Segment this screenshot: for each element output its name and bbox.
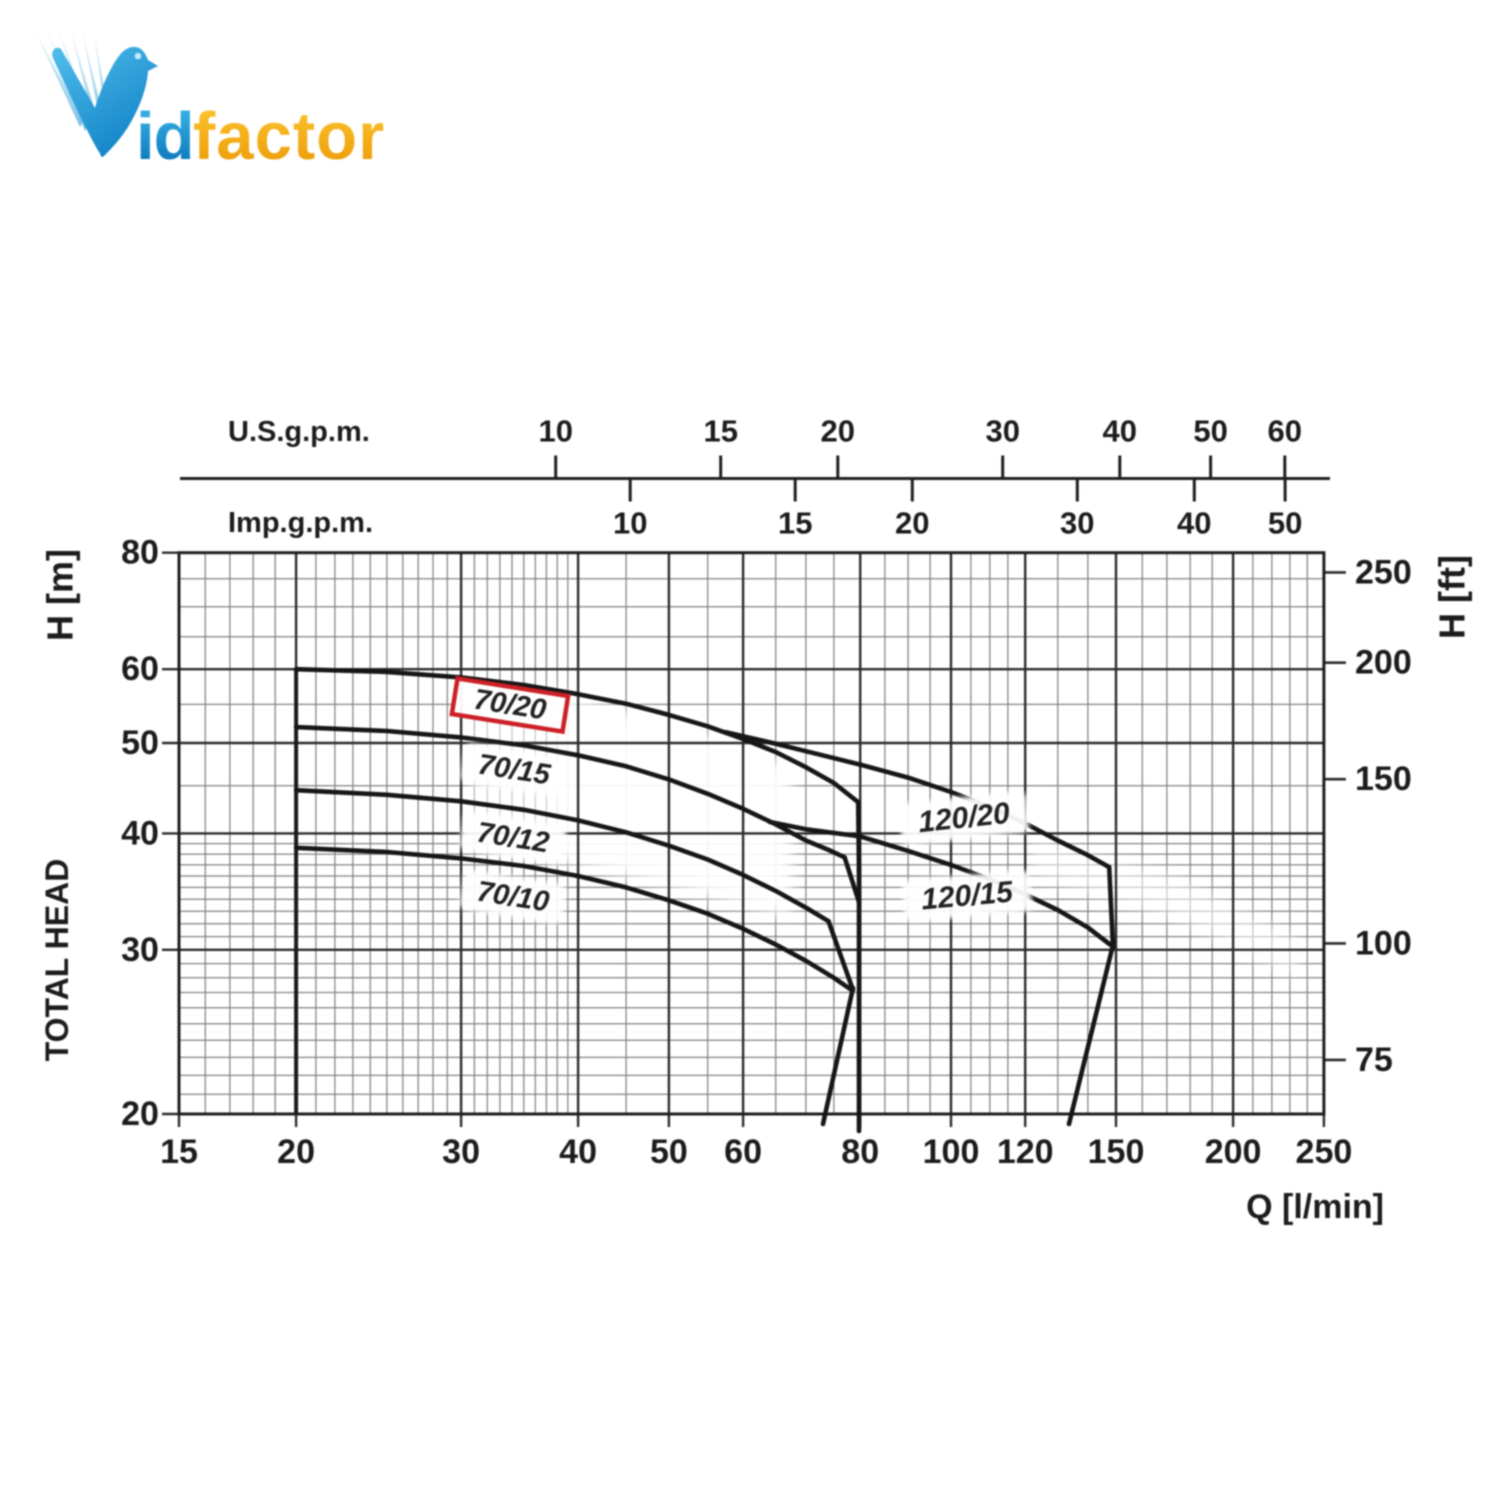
svg-text:30: 30	[985, 414, 1019, 449]
svg-text:30: 30	[442, 1133, 480, 1171]
svg-text:75: 75	[1355, 1041, 1393, 1079]
svg-text:200: 200	[1355, 644, 1412, 682]
svg-text:40: 40	[1177, 506, 1211, 541]
svg-text:factor: factor	[193, 99, 385, 174]
svg-text:50: 50	[121, 724, 159, 762]
svg-text:40: 40	[559, 1133, 597, 1171]
svg-text:60: 60	[1268, 414, 1302, 449]
svg-text:40: 40	[1103, 414, 1137, 449]
svg-text:200: 200	[1205, 1133, 1262, 1171]
svg-text:H [ft]: H [ft]	[1432, 555, 1473, 639]
svg-text:120/15: 120/15	[920, 875, 1016, 916]
svg-text:60: 60	[724, 1133, 762, 1171]
svg-text:15: 15	[703, 414, 737, 449]
svg-text:80: 80	[121, 534, 159, 572]
svg-text:250: 250	[1296, 1133, 1353, 1171]
svg-text:H [m]: H [m]	[40, 549, 81, 641]
svg-text:80: 80	[841, 1133, 879, 1171]
svg-text:50: 50	[1193, 414, 1227, 449]
svg-text:20: 20	[277, 1133, 315, 1171]
svg-text:150: 150	[1355, 760, 1412, 798]
svg-text:100: 100	[923, 1133, 980, 1171]
svg-text:TOTAL HEAD: TOTAL HEAD	[39, 859, 75, 1062]
svg-text:15: 15	[160, 1133, 198, 1171]
svg-text:60: 60	[121, 650, 159, 688]
svg-text:250: 250	[1355, 553, 1412, 591]
svg-text:150: 150	[1088, 1133, 1145, 1171]
svg-text:50: 50	[650, 1133, 688, 1171]
svg-text:Q [l/min]: Q [l/min]	[1246, 1188, 1384, 1226]
svg-text:50: 50	[1268, 506, 1302, 541]
svg-text:10: 10	[613, 506, 647, 541]
svg-text:30: 30	[121, 931, 159, 969]
svg-text:120: 120	[997, 1133, 1054, 1171]
svg-text:100: 100	[1355, 924, 1412, 962]
svg-text:10: 10	[538, 414, 572, 449]
svg-text:15: 15	[778, 506, 812, 541]
svg-text:40: 40	[121, 814, 159, 852]
svg-text:20: 20	[895, 506, 929, 541]
svg-text:20: 20	[821, 414, 855, 449]
svg-text:30: 30	[1060, 506, 1094, 541]
svg-text:U.S.g.p.m.: U.S.g.p.m.	[228, 416, 370, 448]
svg-text:20: 20	[121, 1095, 159, 1133]
svg-text:Imp.g.p.m.: Imp.g.p.m.	[228, 507, 373, 539]
svg-text:id: id	[136, 99, 194, 174]
